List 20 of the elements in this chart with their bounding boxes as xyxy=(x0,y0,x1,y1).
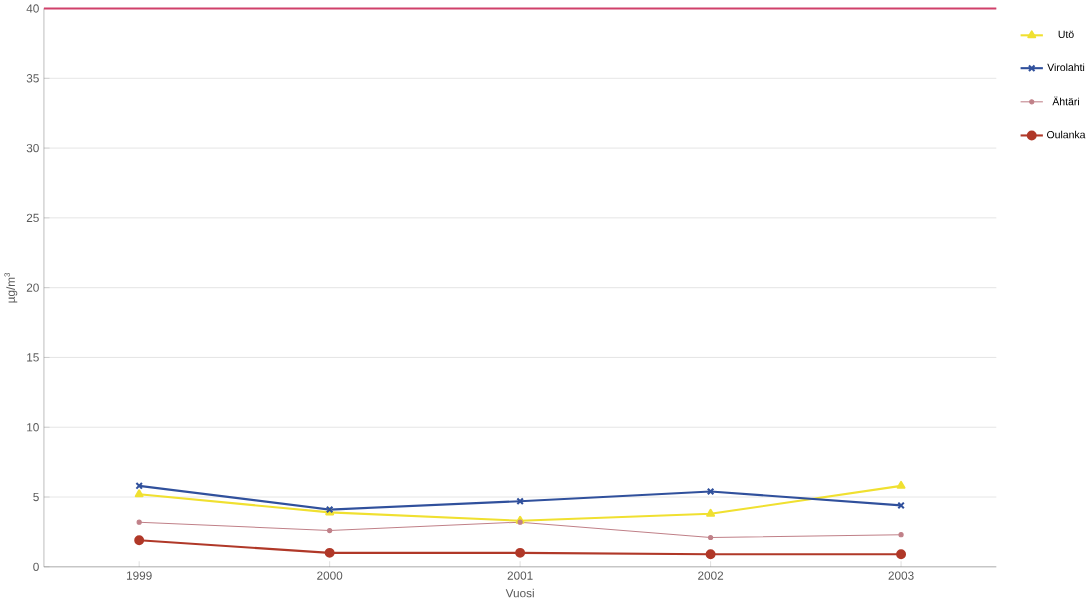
y-tick-label: 25 xyxy=(26,213,39,223)
y-tick-label: 40 xyxy=(26,4,39,13)
y-tick-label: 10 xyxy=(27,423,39,432)
x-tick-label: 2000 xyxy=(317,571,343,580)
y-tick-label: 35 xyxy=(26,74,39,83)
x-tick-label: 2001 xyxy=(507,571,533,580)
x-tick-label: 2003 xyxy=(888,571,914,580)
y-tick-label: 5 xyxy=(33,493,39,502)
y-tick-label: 30 xyxy=(26,144,39,153)
y-tick-label: 15 xyxy=(27,353,39,362)
legend-label: Ähtäri xyxy=(1052,96,1079,106)
y-tick-label: 20 xyxy=(26,283,39,292)
x-tick-label: 2002 xyxy=(698,571,724,580)
x-tick-label: 1999 xyxy=(126,571,152,580)
legend-label: Virolahti xyxy=(1047,63,1085,72)
x-axis-title: Vuosi xyxy=(505,588,534,598)
y-axis-title: µg/m$^{3}$ xyxy=(4,273,18,303)
legend-label: Oulanka xyxy=(1047,130,1086,139)
legend-label: Utö xyxy=(1058,30,1074,39)
y-tick-label: 0 xyxy=(33,562,39,572)
